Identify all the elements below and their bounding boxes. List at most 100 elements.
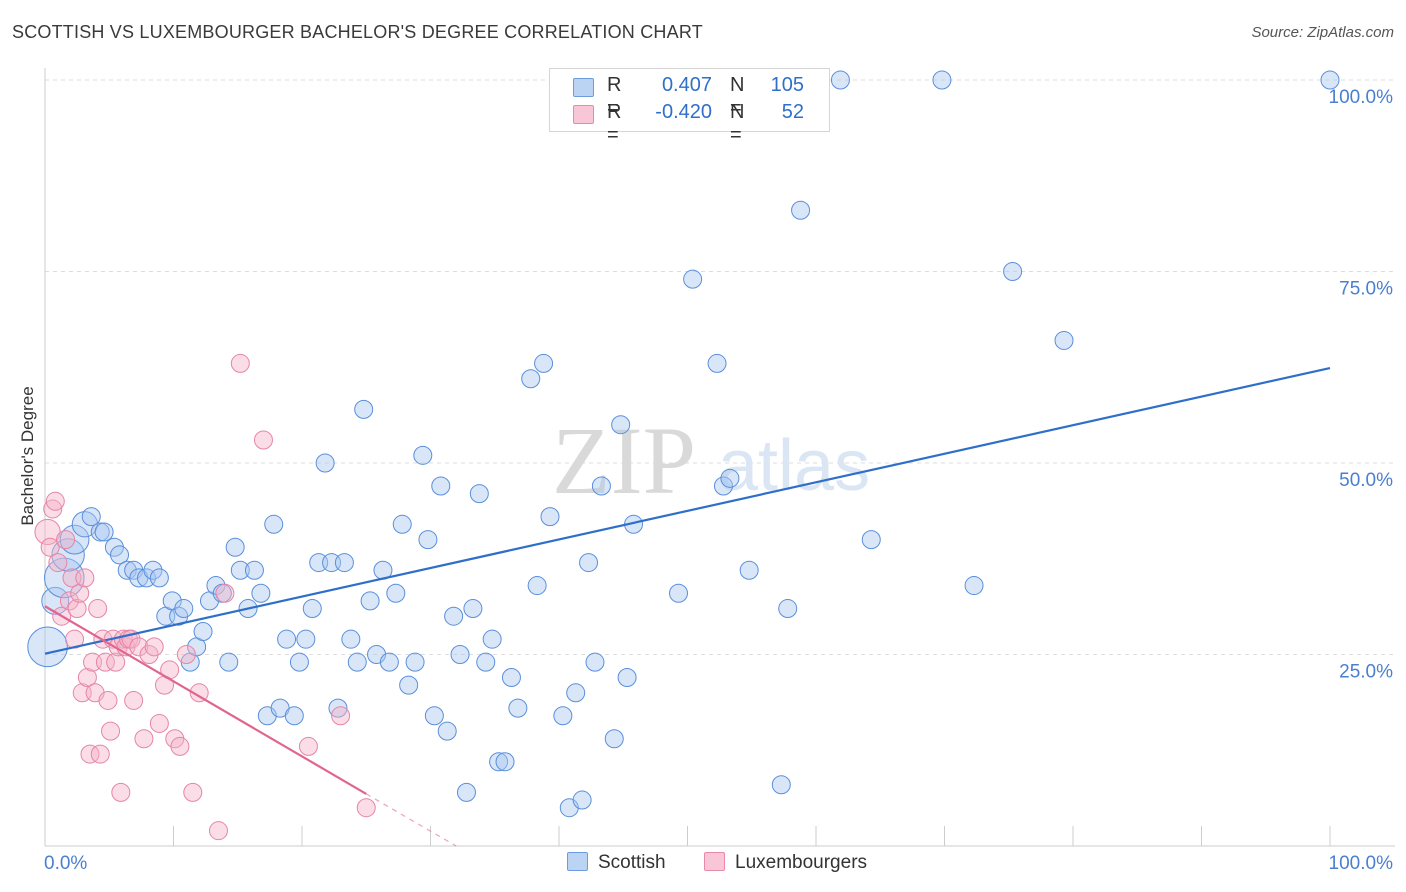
luxembourger-point xyxy=(56,530,76,550)
luxembourger-point xyxy=(331,706,351,726)
bottom-legend-luxembourgers: Luxembourgers xyxy=(704,852,867,874)
scottish-point xyxy=(611,415,631,435)
luxembourger-point xyxy=(77,667,97,687)
luxembourger-point xyxy=(80,744,100,764)
scottish-point xyxy=(27,626,68,668)
luxembourger-point xyxy=(101,721,121,741)
scottish-point xyxy=(251,583,271,603)
source-credit: Source: ZipAtlas.com xyxy=(1251,24,1394,41)
luxembourger-point xyxy=(134,729,154,749)
scottish-point xyxy=(315,453,335,473)
scottish-point xyxy=(463,599,483,619)
scottish-point xyxy=(713,476,733,496)
scottish-point xyxy=(964,576,984,596)
y-tick-label: 75.0% xyxy=(1339,279,1393,300)
scottish-point xyxy=(244,560,264,580)
luxembourger-point xyxy=(98,690,118,710)
x-tick-min: 0.0% xyxy=(44,853,87,874)
legend-swatch-pink xyxy=(573,105,594,124)
scottish-point xyxy=(149,568,169,588)
luxembourger-point xyxy=(124,690,144,710)
luxembourger-point xyxy=(129,637,149,657)
chart-title: SCOTTISH VS LUXEMBOURGER BACHELOR'S DEGR… xyxy=(12,22,703,42)
scottish-point xyxy=(591,476,611,496)
scottish-point xyxy=(302,599,322,619)
luxembourger-point xyxy=(40,537,60,557)
bottom-legend-swatch-pink xyxy=(704,852,725,871)
legend-r-label: R = xyxy=(607,74,622,119)
luxembourger-point xyxy=(189,683,209,703)
scottish-point xyxy=(328,698,348,718)
scottish-point xyxy=(540,507,560,527)
y-tick-label: 50.0% xyxy=(1339,470,1393,491)
scottish-point xyxy=(225,537,245,557)
y-tick-label: 100.0% xyxy=(1329,87,1394,108)
scottish-point xyxy=(386,583,406,603)
scottish-point xyxy=(81,507,101,527)
legend-swatch-blue xyxy=(573,78,594,97)
scottish-point xyxy=(277,629,297,649)
scottish-point xyxy=(143,560,163,580)
luxembourger-point xyxy=(215,583,235,603)
luxembourger-point xyxy=(106,652,126,672)
scottish-point xyxy=(604,729,624,749)
x-tick-max: 100.0% xyxy=(1329,853,1394,874)
scottish-point xyxy=(579,553,599,573)
y-tick-label: 25.0% xyxy=(1339,662,1393,683)
axes xyxy=(44,68,1395,847)
luxembourger-point xyxy=(183,782,203,802)
scottish-point xyxy=(707,353,727,373)
luxembourger-point xyxy=(111,782,131,802)
y-tick-labels: 100.0% 75.0% 50.0% 25.0% xyxy=(1329,87,1394,683)
scottish-point xyxy=(110,545,130,565)
scottish-point xyxy=(482,629,502,649)
trend-lines xyxy=(44,366,1331,847)
luxembourger-point xyxy=(43,499,63,519)
scottish-point xyxy=(572,790,592,810)
luxembourger-point xyxy=(149,713,169,733)
scottish-point xyxy=(501,667,521,687)
scottish-point xyxy=(527,576,547,596)
scottish-point xyxy=(489,752,509,772)
luxembourger-point xyxy=(95,652,115,672)
luxembourger-point xyxy=(356,798,376,818)
bottom-legend-label-scottish: Scottish xyxy=(598,852,666,873)
scottish-point xyxy=(534,353,554,373)
luxembourger-point xyxy=(45,491,65,511)
bottom-legend-swatch-blue xyxy=(567,852,588,871)
luxembourger-trend-extension xyxy=(365,793,457,847)
scottish-point xyxy=(379,652,399,672)
legend-r-value: 0.407 xyxy=(661,74,712,96)
bottom-legend-label-luxembourgers: Luxembourgers xyxy=(735,852,868,873)
scottish-point xyxy=(424,706,444,726)
luxembourger-point xyxy=(59,591,79,611)
luxembourger-point xyxy=(176,645,196,664)
scottish-point xyxy=(830,70,850,90)
scottish-point xyxy=(739,560,759,580)
scottish-point xyxy=(334,553,354,573)
scottish-point xyxy=(354,399,374,419)
legend-r-value: -0.420 xyxy=(655,101,712,123)
scottish-point xyxy=(1054,330,1074,350)
bottom-legend-scottish: Scottish xyxy=(567,852,666,874)
y-axis-label: Bachelor's Degree xyxy=(18,386,37,525)
scottish-point xyxy=(94,522,114,542)
scottish-point xyxy=(566,683,586,703)
scottish-point xyxy=(230,560,250,580)
luxembourger-point xyxy=(88,599,108,619)
scottish-point xyxy=(771,775,791,795)
scottish-point xyxy=(360,591,380,611)
luxembourger-point xyxy=(144,637,164,657)
scottish-point xyxy=(413,445,433,465)
scottish-point xyxy=(1003,262,1023,281)
scottish-point xyxy=(431,476,451,496)
scottish-point xyxy=(289,652,309,672)
scottish-point xyxy=(341,629,361,649)
scottish-point xyxy=(585,652,605,672)
scottish-point xyxy=(1320,70,1340,90)
watermark-zip: ZIP xyxy=(552,407,696,514)
correlation-legend: R = 0.407 N = 105 R = -0.420 N = 52 xyxy=(549,68,830,146)
scottish-point xyxy=(296,629,316,649)
legend-n-label: N = xyxy=(730,101,745,146)
